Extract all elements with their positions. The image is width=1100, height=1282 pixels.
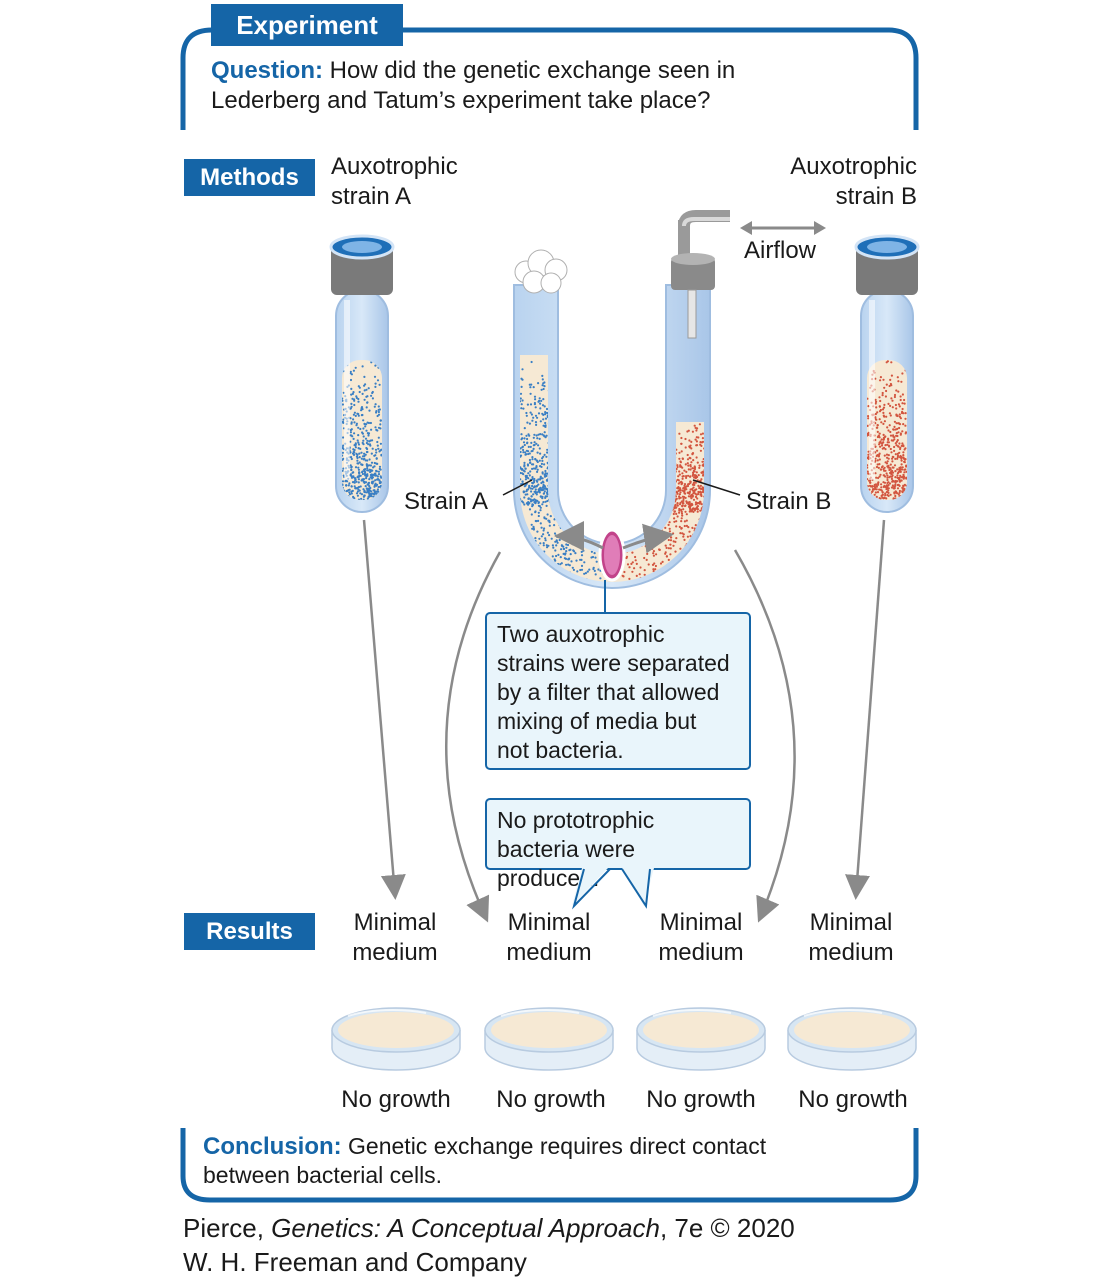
filter-disk bbox=[598, 528, 626, 582]
conclusion-text: Conclusion: Genetic exchange requires di… bbox=[203, 1133, 767, 1188]
plate-4-medium: Minimal medium bbox=[808, 909, 894, 966]
plate-1-outcome: No growth bbox=[341, 1086, 451, 1113]
conclusion-frame bbox=[180, 1128, 919, 1203]
result-callout: No prototrophic bacteria were produced. bbox=[485, 798, 751, 891]
test-tube-strain-b bbox=[854, 234, 920, 513]
arrow-u-right-to-plate-3 bbox=[733, 549, 796, 923]
strain-a-label: Strain A bbox=[404, 488, 489, 515]
petri-dish-2 bbox=[484, 1007, 614, 1071]
credit-line: Pierce, Genetics: A Conceptual Approach,… bbox=[183, 1213, 795, 1277]
plate-3-outcome: No growth bbox=[646, 1086, 756, 1113]
test-tube-strain-a bbox=[329, 234, 395, 513]
strain-a-title: Auxotrophic strain A bbox=[331, 153, 458, 210]
petri-dish-4 bbox=[787, 1007, 917, 1071]
result-callout-pointer bbox=[572, 868, 654, 910]
plate-4-outcome: No growth bbox=[798, 1086, 908, 1113]
plate-1-medium: Minimal medium bbox=[352, 909, 438, 966]
airflow-arrow-icon bbox=[740, 221, 826, 235]
methods-tag: Methods bbox=[184, 159, 315, 196]
experiment-frame bbox=[180, 27, 919, 130]
u-tube bbox=[502, 210, 741, 589]
filter-callout: Two auxotrophic strains were separated b… bbox=[485, 612, 751, 770]
petri-dish-1 bbox=[331, 1007, 461, 1071]
plate-2-outcome: No growth bbox=[496, 1086, 606, 1113]
petri-dishes bbox=[331, 1007, 917, 1071]
stopper-airflow-tube bbox=[671, 210, 730, 339]
plate-2-medium: Minimal medium bbox=[506, 909, 592, 966]
arrow-u-left-to-plate-2 bbox=[445, 551, 502, 923]
mixing-arrow-right bbox=[622, 523, 674, 554]
results-tag: Results bbox=[184, 913, 315, 950]
plate-3-medium: Minimal medium bbox=[658, 909, 744, 966]
cotton-plug-icon bbox=[514, 249, 568, 294]
question-text: Question: How did the genetic exchange s… bbox=[211, 57, 736, 114]
petri-dish-3 bbox=[636, 1007, 766, 1071]
airflow-label: Airflow bbox=[744, 237, 817, 264]
arrow-tube-a-to-plate-1 bbox=[362, 519, 406, 900]
strain-b-title: Auxotrophic strain B bbox=[790, 153, 917, 210]
mixing-arrow-left bbox=[554, 521, 604, 552]
experiment-tag: Experiment bbox=[211, 4, 403, 46]
arrow-tube-b-to-plate-4 bbox=[845, 519, 886, 900]
strain-b-label: Strain B bbox=[746, 488, 832, 515]
